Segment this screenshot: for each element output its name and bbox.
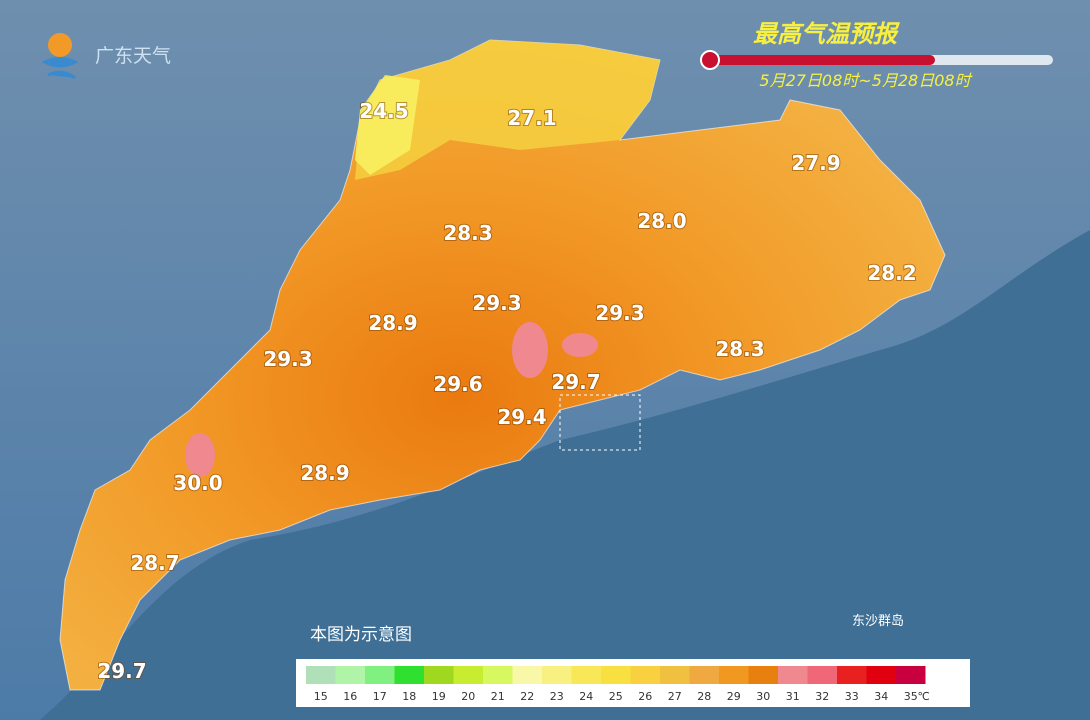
legend-swatch [866,666,896,684]
legend-label: 32 [815,690,829,703]
legend-label: 21 [491,690,505,703]
legend-label: 16 [343,690,357,703]
temp-label: 30.0 [173,471,222,495]
legend-label: 28 [697,690,711,703]
legend-swatch [807,666,837,684]
legend-label: 35 [904,690,918,703]
temp-label: 28.9 [368,311,417,335]
logo-wave [41,57,79,80]
hk-box [559,394,641,451]
legend-swatch [689,666,719,684]
note: 本图为示意图 [310,625,412,645]
temp-label: 28.7 [130,551,179,575]
legend-swatch [748,666,778,684]
thermo-bulb [700,50,720,70]
legend-label: 26 [638,690,652,703]
legend-label: 19 [432,690,446,703]
legend-label: 22 [520,690,534,703]
logo-text: 广东天气 [95,45,171,67]
legend-label: 30 [756,690,770,703]
temp-label: 29.7 [551,370,600,394]
temp-label: 27.9 [791,151,840,175]
legend-swatch [453,666,483,684]
island-label: 东沙群岛 [852,613,904,629]
temp-label: 28.3 [443,221,492,245]
temp-label: 29.3 [595,301,644,325]
legend-swatch [778,666,808,684]
legend-unit: ℃ [918,690,930,703]
legend-label: 20 [461,690,475,703]
coolest-region [355,75,420,175]
legend-label: 31 [786,690,800,703]
temp-label: 29.7 [97,659,146,683]
legend-label: 27 [668,690,682,703]
cool-region [355,40,660,180]
temp-label: 29.4 [497,405,546,429]
legend-swatch [394,666,424,684]
legend-swatch [424,666,454,684]
legend-swatch [483,666,513,684]
temp-label: 28.3 [715,337,764,361]
province [59,39,946,691]
temp-label: 29.6 [433,372,482,396]
thermo-fill [705,55,935,65]
legend-label: 25 [609,690,623,703]
legend-swatch [306,666,336,684]
title: 最高气温预报 [753,20,900,48]
legend-label: 23 [550,690,564,703]
legend-swatch [571,666,601,684]
hot-spot [512,322,548,378]
legend-label: 33 [845,690,859,703]
hot-spot [185,433,215,477]
temp-label: 28.2 [867,261,916,285]
logo-sun [48,33,72,57]
legend-swatch [630,666,660,684]
temp-label: 29.3 [263,347,312,371]
legend-swatch [542,666,572,684]
legend-swatch [365,666,395,684]
legend-label: 34 [874,690,888,703]
temp-label: 29.3 [472,291,521,315]
legend-swatch [512,666,542,684]
legend-label: 24 [579,690,593,703]
temp-label: 27.1 [507,106,556,130]
legend-label: 15 [314,690,328,703]
legend-swatch [837,666,867,684]
legend-label: 17 [373,690,387,703]
legend-label: 29 [727,690,741,703]
legend-swatch [335,666,365,684]
legend-swatch [601,666,631,684]
legend-swatch [896,666,926,684]
legend-swatch [660,666,690,684]
subtitle: 5月27日08时~5月28日08时 [759,71,972,90]
temp-label: 28.0 [637,209,686,233]
temp-label: 24.5 [359,99,408,123]
legend-swatch [719,666,749,684]
temp-label: 28.9 [300,461,349,485]
legend-label: 18 [402,690,416,703]
hot-spot [562,333,598,357]
